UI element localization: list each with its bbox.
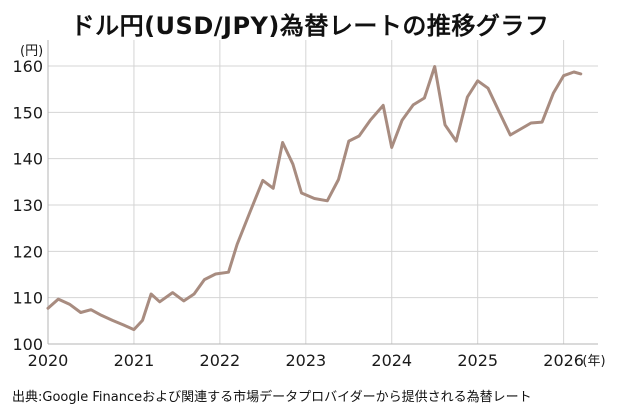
x-tick-label: 2021: [114, 351, 155, 370]
y-axis-label: (円): [20, 44, 43, 59]
chart-title: ドル円(USD/JPY)為替レートの推移グラフ: [70, 12, 550, 40]
x-tick-label: 2022: [200, 351, 241, 370]
series-layer: [46, 65, 583, 332]
x-axis-label: (年): [582, 354, 605, 369]
y-tick-label: 100: [12, 335, 43, 354]
x-tick-label: 2025: [457, 351, 498, 370]
y-tick-label: 140: [12, 150, 43, 169]
x-tick-label: 2026: [543, 351, 584, 370]
series-line-0: [46, 65, 583, 332]
y-tick-label: 120: [12, 242, 43, 261]
axes: [47, 40, 598, 345]
x-tick-label: 2020: [28, 351, 69, 370]
source-note: 出典:Google Financeおよび関連する市場データプロバイダーから提供さ…: [12, 390, 532, 405]
tick-labels: 100 110 120 130 140 150 160 2020 2021 2022 2023 202…: [12, 44, 605, 370]
y-tick-label: 130: [12, 196, 43, 215]
y-tick-label: 160: [12, 57, 43, 76]
y-tick-label: 110: [12, 289, 43, 308]
x-tick-label: 2023: [285, 351, 326, 370]
x-tick-label: 2024: [371, 351, 412, 370]
y-tick-label: 150: [12, 103, 43, 122]
grid-lines: [47, 40, 598, 345]
